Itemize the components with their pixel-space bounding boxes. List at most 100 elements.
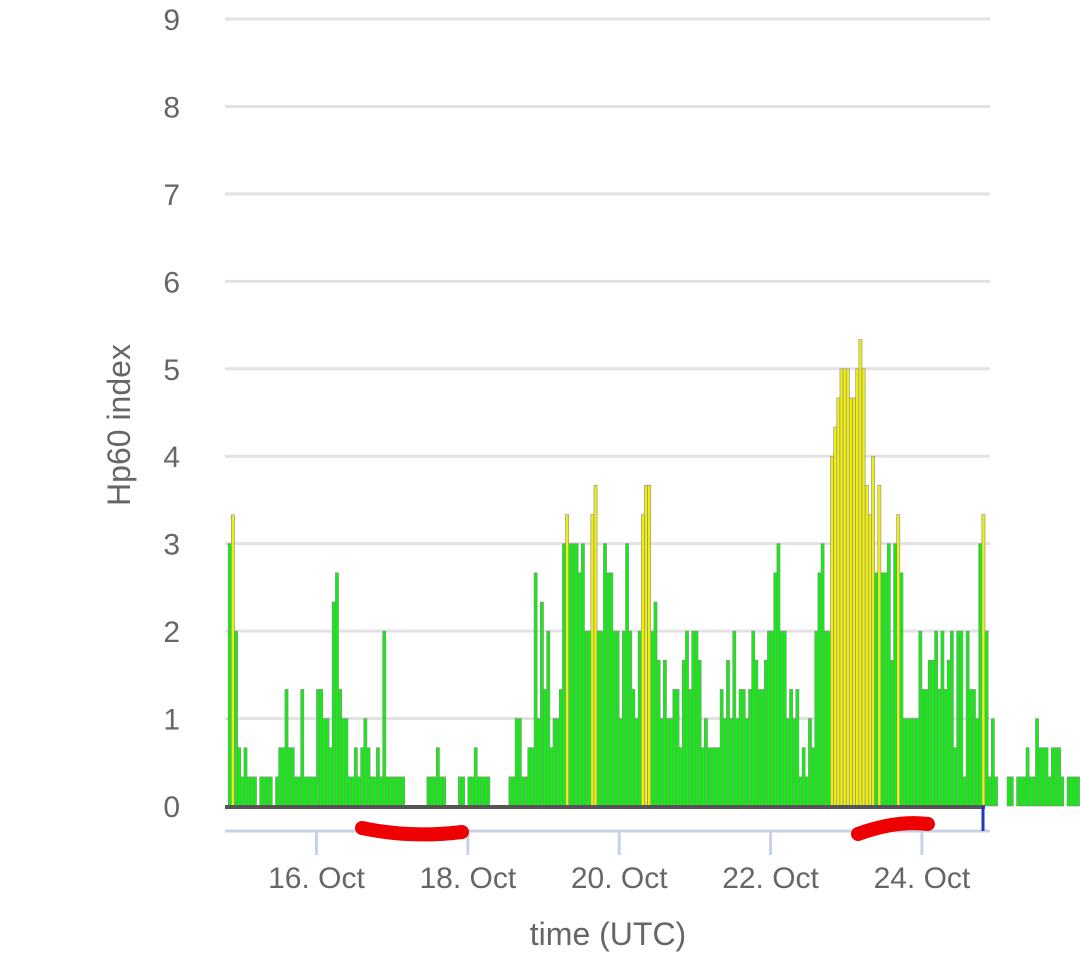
bar[interactable] — [439, 776, 443, 807]
bar[interactable] — [603, 543, 607, 807]
bar[interactable] — [300, 689, 305, 807]
bar[interactable] — [880, 572, 885, 807]
bar[interactable] — [331, 601, 336, 807]
bar[interactable] — [719, 689, 724, 807]
bar[interactable] — [732, 630, 737, 807]
bar[interactable] — [653, 601, 658, 807]
bar[interactable] — [830, 455, 834, 807]
bar[interactable] — [924, 689, 929, 807]
bar[interactable] — [1069, 776, 1074, 807]
bar[interactable] — [757, 689, 762, 807]
bar[interactable] — [338, 689, 342, 807]
bar[interactable] — [738, 689, 743, 807]
bar[interactable] — [483, 776, 488, 807]
bar[interactable] — [1054, 747, 1058, 807]
bar[interactable] — [801, 747, 806, 807]
bar[interactable] — [615, 630, 620, 807]
bar[interactable] — [669, 718, 674, 807]
bar[interactable] — [363, 718, 368, 807]
bar[interactable] — [486, 776, 491, 807]
bar[interactable] — [886, 543, 891, 807]
bar[interactable] — [237, 747, 242, 807]
bar[interactable] — [953, 747, 957, 807]
bar[interactable] — [912, 718, 916, 807]
bar[interactable] — [281, 747, 286, 807]
bar[interactable] — [931, 659, 935, 807]
bar[interactable] — [628, 630, 633, 807]
bar[interactable] — [858, 339, 863, 807]
bar[interactable] — [959, 630, 964, 807]
bar[interactable] — [972, 689, 976, 807]
bar[interactable] — [625, 543, 629, 807]
bar[interactable] — [1006, 776, 1011, 807]
bar[interactable] — [552, 718, 557, 807]
bar[interactable] — [612, 630, 617, 807]
bar[interactable] — [596, 630, 601, 807]
bar[interactable] — [852, 397, 856, 807]
bar[interactable] — [609, 572, 614, 807]
bar[interactable] — [577, 572, 582, 807]
bar[interactable] — [927, 659, 932, 807]
bar[interactable] — [555, 718, 560, 807]
bar[interactable] — [883, 572, 888, 807]
bar[interactable] — [763, 659, 768, 807]
bar[interactable] — [398, 776, 402, 807]
bar[interactable] — [704, 718, 708, 807]
bar[interactable] — [353, 747, 358, 807]
bar[interactable] — [779, 630, 784, 807]
bar[interactable] — [240, 776, 245, 807]
bar[interactable] — [965, 630, 970, 807]
bar[interactable] — [347, 776, 352, 807]
bar[interactable] — [309, 776, 314, 807]
bar[interactable] — [855, 368, 860, 807]
bar[interactable] — [681, 659, 686, 807]
bar[interactable] — [435, 747, 440, 807]
bar[interactable] — [1050, 747, 1055, 807]
bar[interactable] — [962, 776, 967, 807]
bar[interactable] — [675, 689, 680, 807]
bar[interactable] — [385, 776, 390, 807]
bar[interactable] — [369, 776, 374, 807]
bar[interactable] — [234, 630, 238, 807]
bar[interactable] — [227, 543, 232, 807]
bar[interactable] — [426, 776, 431, 807]
bar[interactable] — [741, 689, 746, 807]
bar[interactable] — [1016, 776, 1020, 807]
bar[interactable] — [726, 659, 730, 807]
bar[interactable] — [640, 514, 645, 807]
bar[interactable] — [514, 718, 519, 807]
bar[interactable] — [344, 718, 349, 807]
bar[interactable] — [817, 572, 822, 807]
bar[interactable] — [697, 659, 702, 807]
bar[interactable] — [297, 776, 301, 807]
bar[interactable] — [656, 659, 661, 807]
bar[interactable] — [325, 718, 330, 807]
bar[interactable] — [1032, 776, 1036, 807]
bar[interactable] — [722, 718, 727, 807]
bar[interactable] — [1019, 776, 1024, 807]
bar[interactable] — [637, 630, 642, 807]
bar[interactable] — [987, 776, 992, 807]
bar[interactable] — [322, 718, 327, 807]
bar[interactable] — [760, 689, 765, 807]
bar[interactable] — [770, 630, 775, 807]
bar[interactable] — [896, 514, 901, 807]
bar[interactable] — [312, 776, 317, 807]
bar[interactable] — [382, 630, 387, 807]
bar[interactable] — [536, 718, 541, 807]
bar[interactable] — [558, 689, 563, 807]
bar[interactable] — [672, 689, 677, 807]
bar[interactable] — [1025, 747, 1030, 807]
bar[interactable] — [388, 776, 393, 807]
bar[interactable] — [360, 747, 365, 807]
bar[interactable] — [940, 630, 945, 807]
bar[interactable] — [376, 747, 380, 807]
bar[interactable] — [275, 776, 279, 807]
bar[interactable] — [782, 630, 787, 807]
bar[interactable] — [902, 718, 907, 807]
bar[interactable] — [795, 689, 800, 807]
bar[interactable] — [710, 747, 715, 807]
bar[interactable] — [584, 630, 588, 807]
bar[interactable] — [259, 776, 264, 807]
bar[interactable] — [820, 543, 825, 807]
